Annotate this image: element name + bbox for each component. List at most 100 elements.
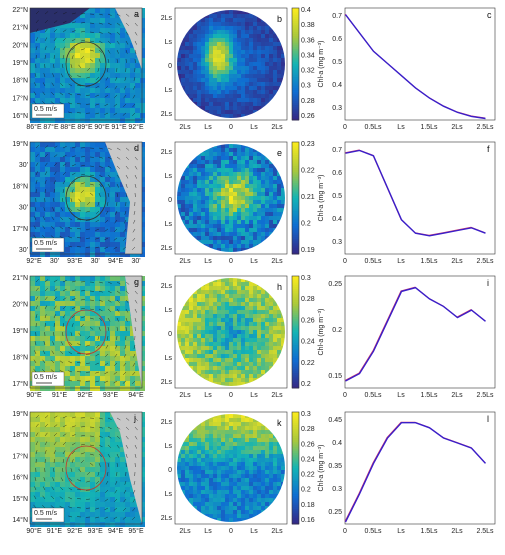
- profile-line: [346, 15, 486, 119]
- scale-label: 0.5 m/s: [34, 240, 57, 247]
- colorbar-tick: 0.22: [301, 168, 315, 175]
- disk-x-tick: Ls: [250, 392, 258, 399]
- lat-tick: 18°N: [12, 182, 28, 190]
- colorbar-tick: 0.26: [301, 441, 315, 448]
- lat-tick: 16°N: [12, 474, 28, 482]
- profile-y-tick: 0.6: [332, 36, 342, 43]
- lat-tick: 19°N: [12, 410, 28, 418]
- profile-y-tick: 0.35: [328, 463, 342, 470]
- colorbar-tick: 0.32: [301, 68, 315, 75]
- panel-label-e: e: [277, 148, 282, 158]
- colorbar-tick: 0.19: [301, 247, 315, 254]
- lon-tick: 94°E: [108, 527, 124, 535]
- panel-label-f: f: [487, 144, 490, 154]
- profile-x-tick: 2Ls: [451, 392, 463, 399]
- profile-fit-line: [345, 150, 485, 235]
- lon-tick: 92°E: [128, 123, 144, 131]
- colorbar-tick: 0.16: [301, 517, 315, 524]
- lon-tick: 30': [131, 258, 140, 265]
- profile-line: [346, 151, 486, 236]
- panel-label-h: h: [277, 282, 282, 292]
- lon-tick: 90°E: [26, 527, 42, 535]
- profile-x-tick: 2.5Ls: [476, 258, 494, 265]
- colorbar-tick: 0.3: [301, 83, 311, 90]
- disk-x-tick: Ls: [250, 528, 258, 535]
- colorbar-tick: 0.38: [301, 22, 315, 29]
- profile-x-tick: 2Ls: [451, 258, 463, 265]
- disk-y-tick: Ls: [165, 39, 173, 46]
- colorbar-tick: 0.24: [301, 339, 315, 346]
- disk-y-tick: Ls: [165, 491, 173, 498]
- disk-y-tick: Ls: [165, 87, 173, 94]
- lon-tick: 89°E: [77, 123, 93, 131]
- lon-tick: 90°E: [94, 123, 110, 131]
- disk-x-tick: 2Ls: [179, 124, 191, 131]
- profile-x-tick: 2.5Ls: [476, 124, 494, 131]
- lon-tick: 90°E: [26, 391, 42, 399]
- scale-label: 0.5 m/s: [34, 374, 57, 381]
- colorbar-tick: 0.26: [301, 113, 315, 120]
- profile-x-tick: 1.5Ls: [420, 124, 438, 131]
- panel-label-k: k: [277, 418, 282, 428]
- profile-x-tick: 0.5Ls: [364, 124, 382, 131]
- lat-tick: 14°N: [12, 516, 28, 524]
- disk-y-tick: 0: [168, 467, 172, 474]
- profile-y-tick: 0.3: [332, 239, 342, 246]
- lon-tick: 93°E: [88, 527, 104, 535]
- lat-tick: 17°N: [12, 380, 28, 388]
- lat-tick: 17°N: [12, 94, 28, 102]
- disk-y-tick: Ls: [165, 443, 173, 450]
- disk-x-tick: Ls: [204, 124, 212, 131]
- disk-y-tick: 0: [168, 197, 172, 204]
- disk-x-tick: 0: [229, 392, 233, 399]
- disk-y-tick: Ls: [165, 355, 173, 362]
- disk-x-tick: 0: [229, 258, 233, 265]
- profile-x-tick: 0: [343, 392, 347, 399]
- lon-tick: 30': [91, 258, 100, 265]
- profile-y-tick: 0.45: [328, 417, 342, 424]
- disk-x-tick: Ls: [250, 124, 258, 131]
- profile-y-label: Chl-a (mg m⁻³): [318, 175, 325, 222]
- disk-y-tick: 2Ls: [161, 111, 173, 118]
- lon-tick: 88°E: [60, 123, 76, 131]
- lon-tick: 92°E: [26, 257, 42, 265]
- profile-y-tick: 0.4: [332, 82, 342, 89]
- scale-label: 0.5 m/s: [34, 510, 57, 517]
- colorbar-tick: 0.24: [301, 456, 315, 463]
- profile-y-tick: 0.3: [332, 486, 342, 493]
- lat-tick: 19°N: [12, 140, 28, 148]
- colorbar-tick: 0.3: [301, 411, 311, 418]
- profile-y-tick: 0.7: [332, 147, 342, 154]
- panel-label-a: a: [134, 9, 139, 19]
- profile-y-tick: 0.7: [332, 13, 342, 20]
- profile-x-tick: 1.5Ls: [420, 392, 438, 399]
- lat-tick: 16°N: [12, 112, 28, 120]
- lat-tick: 30': [19, 247, 28, 254]
- colorbar-tick: 0.4: [301, 7, 311, 14]
- lon-tick: 92°E: [77, 391, 93, 399]
- profile-x-tick: Ls: [397, 392, 405, 399]
- lon-tick: 91°E: [111, 123, 127, 131]
- disk-y-tick: 2Ls: [161, 419, 173, 426]
- lat-tick: 30': [19, 162, 28, 169]
- lon-tick: 91°E: [52, 391, 68, 399]
- profile-x-tick: 0.5Ls: [364, 392, 382, 399]
- profile-x-tick: 0.5Ls: [364, 528, 382, 535]
- disk-x-tick: Ls: [204, 528, 212, 535]
- panel-label-g: g: [134, 277, 139, 287]
- profile-x-tick: 0: [343, 258, 347, 265]
- lat-tick: 15°N: [12, 495, 28, 503]
- profile-x-tick: 1.5Ls: [420, 528, 438, 535]
- panel-label-b: b: [277, 14, 282, 24]
- colorbar-tick: 0.21: [301, 194, 315, 201]
- colorbar-tick: 0.2: [301, 381, 311, 388]
- lon-tick: 94°E: [108, 257, 124, 265]
- disk-y-tick: 2Ls: [161, 15, 173, 22]
